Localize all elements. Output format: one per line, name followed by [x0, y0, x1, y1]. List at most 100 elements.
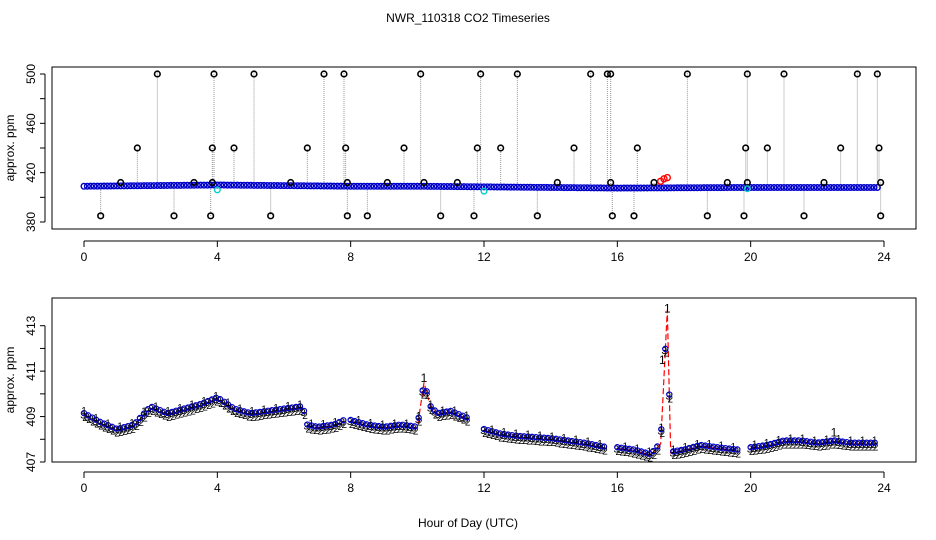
- marker-o: [831, 437, 838, 444]
- series-2-label: 2: [660, 429, 666, 440]
- baseline-point: [823, 183, 831, 191]
- series-2-label: 2: [174, 411, 180, 422]
- series-2-label: 2: [566, 440, 572, 451]
- baseline-point: [277, 182, 285, 190]
- outlier-point: [210, 70, 218, 78]
- series-2-label: 2: [857, 443, 863, 454]
- series-1-label: 1: [561, 433, 567, 444]
- marker-o: [795, 437, 802, 444]
- marker-o: [674, 447, 681, 454]
- series-2-label: 2: [166, 413, 172, 424]
- baseline-point: [790, 183, 798, 191]
- baseline-point: [610, 184, 618, 192]
- baseline-point: [443, 183, 451, 191]
- marker-o: [827, 437, 834, 445]
- baseline-point: [240, 181, 248, 189]
- baseline-point: [80, 182, 88, 190]
- series-2-label: 2: [190, 406, 196, 417]
- series-2-label: 2: [282, 408, 288, 419]
- series-2-label: 2: [110, 427, 116, 438]
- baseline-point: [767, 183, 775, 191]
- series-1-line: [83, 397, 305, 431]
- baseline-point: [287, 182, 295, 190]
- series-2-label: 2: [502, 434, 508, 445]
- baseline-point: [753, 183, 761, 191]
- series-1-label: 1: [93, 413, 99, 424]
- outlier-point: [650, 178, 658, 187]
- baseline-point: [90, 182, 98, 190]
- baseline-point: [437, 182, 445, 190]
- series-2-label: 2: [825, 441, 831, 452]
- series-2-label: 2: [270, 410, 276, 421]
- series-2-label: 2: [377, 426, 383, 437]
- marker-o: [803, 438, 810, 445]
- series-2-label: 2: [178, 410, 184, 421]
- baseline-point: [703, 184, 711, 192]
- series-2-label: 2: [598, 446, 604, 457]
- series-2-label: 2: [648, 454, 654, 465]
- marker-o: [391, 422, 398, 429]
- baseline-point: [83, 182, 91, 190]
- baseline-point: [280, 182, 288, 190]
- baseline-point: [870, 183, 878, 191]
- outlier-point: [837, 144, 845, 152]
- marker-o: [638, 448, 645, 455]
- series-2-label: 2: [114, 428, 120, 439]
- marker-o: [512, 432, 520, 439]
- series-2-label: 2: [349, 420, 355, 431]
- series-2-label: 2: [526, 436, 532, 447]
- y-tick-label: 413: [24, 315, 38, 335]
- marker-o: [859, 439, 866, 446]
- series-2-label: 2: [813, 442, 819, 453]
- baseline-point: [623, 184, 631, 192]
- baseline-point: [647, 184, 655, 192]
- baseline-point: [873, 183, 881, 191]
- baseline-point: [760, 183, 768, 191]
- outlier-point: [533, 212, 541, 220]
- marker-o: [304, 421, 311, 428]
- baseline-point: [270, 182, 278, 190]
- series-2-label: 2: [353, 421, 359, 432]
- series-2-label: 2: [644, 452, 650, 463]
- series-2-label: 2: [286, 408, 292, 419]
- marker-o: [244, 409, 252, 416]
- flagged-point: [660, 175, 668, 183]
- baseline-point: [630, 184, 638, 192]
- outlier-point: [820, 178, 828, 187]
- baseline-point: [317, 182, 325, 190]
- baseline-point: [583, 184, 591, 192]
- series-2-label: 2: [206, 401, 212, 412]
- series-1-peak-label: 1: [831, 425, 838, 439]
- marker-o: [439, 409, 446, 416]
- baseline-point: [540, 183, 548, 191]
- marker-o: [775, 438, 782, 446]
- marker-o: [690, 443, 697, 451]
- series-2-label: 2: [150, 407, 156, 418]
- baseline-point: [837, 183, 845, 191]
- baseline-point: [533, 183, 541, 191]
- marker-o: [783, 437, 790, 444]
- x-tick-label: 0: [81, 250, 88, 264]
- series-2-label: 2: [486, 430, 492, 441]
- series-2-label: 2: [397, 425, 403, 436]
- baseline-point: [453, 183, 461, 191]
- baseline-point: [333, 182, 341, 190]
- baseline-point: [493, 183, 501, 191]
- series-1-label: 1: [249, 406, 255, 417]
- marker-o: [580, 439, 588, 446]
- baseline-point: [123, 182, 131, 190]
- series-2-label: 2: [785, 440, 791, 451]
- baseline-point: [543, 183, 551, 191]
- series-2-label: 2: [401, 425, 407, 436]
- series-1-label: 1: [201, 396, 207, 407]
- baseline-point: [310, 182, 318, 190]
- series-1-label: 1: [153, 402, 159, 413]
- marker-o: [264, 407, 272, 415]
- outlier-point: [513, 70, 521, 78]
- series-2-label: 2: [562, 440, 568, 451]
- marker-o: [626, 445, 633, 453]
- baseline-point: [300, 182, 308, 190]
- series-2-label: 2: [234, 409, 240, 420]
- marker-o: [316, 423, 323, 430]
- baseline-point: [707, 184, 715, 192]
